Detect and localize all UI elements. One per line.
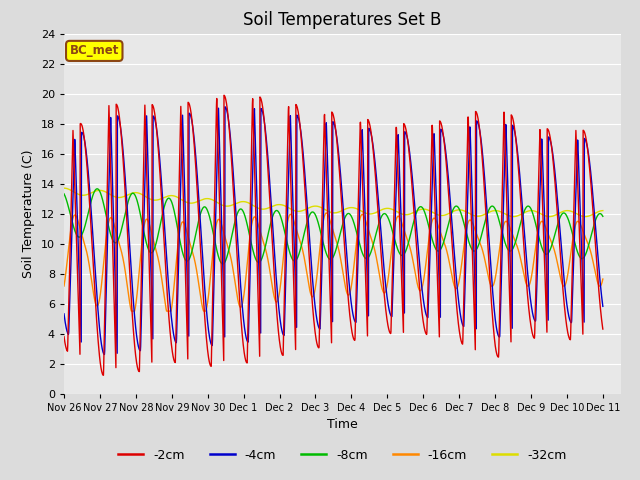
X-axis label: Time: Time [327, 418, 358, 431]
Legend: -2cm, -4cm, -8cm, -16cm, -32cm: -2cm, -4cm, -8cm, -16cm, -32cm [113, 444, 572, 467]
Title: Soil Temperatures Set B: Soil Temperatures Set B [243, 11, 442, 29]
Text: BC_met: BC_met [70, 44, 119, 58]
Y-axis label: Soil Temperature (C): Soil Temperature (C) [22, 149, 35, 278]
